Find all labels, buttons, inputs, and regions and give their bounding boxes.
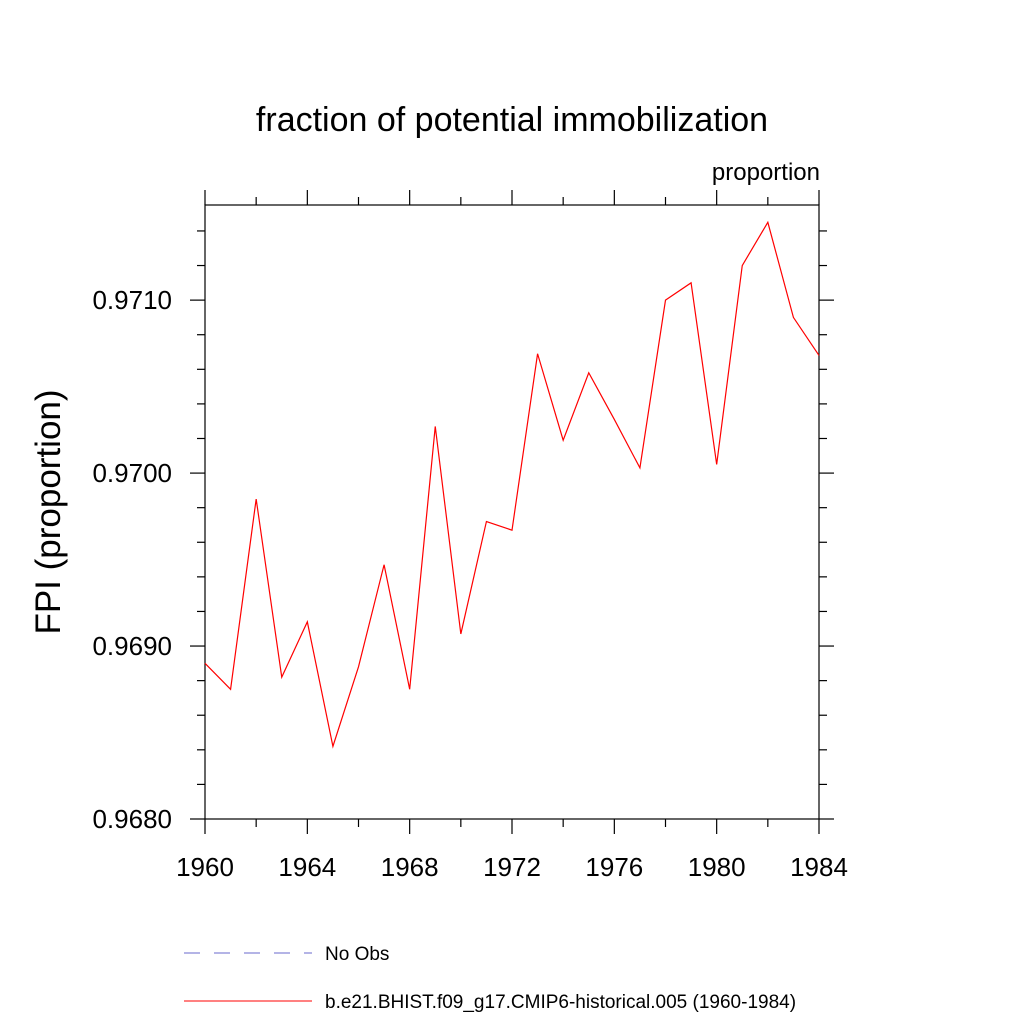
legend: No Obs b.e21.BHIST.f09_g17.CMIP6-historic… bbox=[184, 944, 796, 1013]
plot-frame bbox=[204, 204, 820, 820]
x-tick-label: 1972 bbox=[483, 852, 541, 882]
chart-title: fraction of potential immobilization bbox=[256, 101, 768, 139]
x-tick-label: 1976 bbox=[585, 852, 643, 882]
y-tick-label: 0.9700 bbox=[92, 458, 172, 488]
x-tick-label: 1964 bbox=[278, 852, 336, 882]
x-tick-label: 1968 bbox=[381, 852, 439, 882]
series-line bbox=[204, 220, 820, 749]
axes: 1960 1964 1968 1972 1976 1980 1984 0.9680 0.9690… bbox=[92, 190, 848, 882]
y-tick-label: 0.9690 bbox=[92, 631, 172, 661]
chart-units-label: proportion bbox=[712, 159, 820, 186]
x-tick-label: 1980 bbox=[688, 852, 746, 882]
y-axis-label: FPI (proportion) bbox=[29, 389, 68, 634]
legend-label: b.e21.BHIST.f09_g17.CMIP6-historical.005… bbox=[325, 992, 796, 1013]
data-series bbox=[204, 220, 820, 749]
legend-label: No Obs bbox=[325, 944, 389, 965]
y-tick-label: 0.9680 bbox=[92, 804, 172, 834]
y-tick-label: 0.9710 bbox=[92, 285, 172, 315]
x-tick-label: 1960 bbox=[176, 852, 234, 882]
x-tick-label: 1984 bbox=[790, 852, 848, 882]
